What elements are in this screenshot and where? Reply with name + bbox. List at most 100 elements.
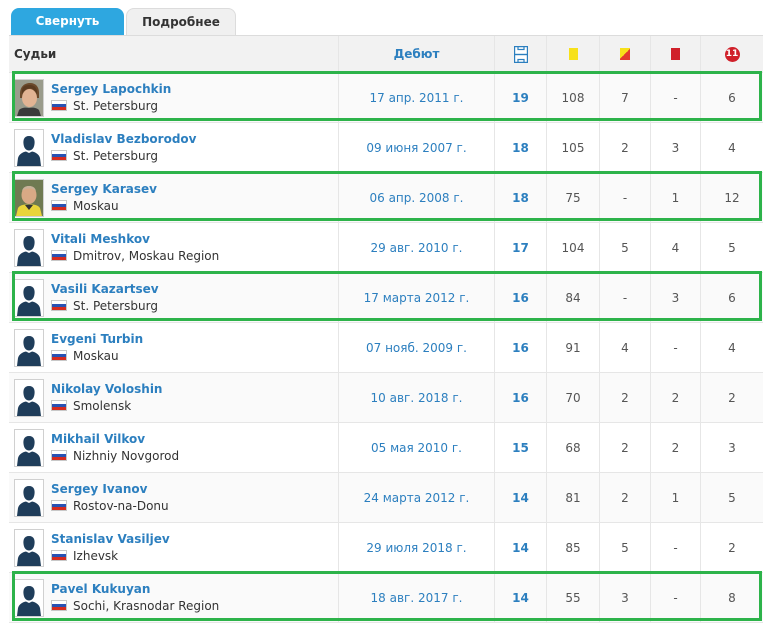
referee-name-link[interactable]: Vladislav Bezborodov [51,131,197,146]
table-row[interactable]: Nikolay Voloshin Smolensk 10 авг. 2018 г. 1… [9,373,763,423]
red-cell: 2 [651,373,701,422]
table-row[interactable]: Sergey Ivanov Rostov-na-Donu 24 марта 2012… [9,473,763,523]
referee-city: Rostov-na-Donu [51,497,169,515]
games-link[interactable]: 18 [512,190,529,205]
table-row[interactable]: Sergey Karasev Moskau 06 апр. 2008 г. 18 75 -… [9,173,763,223]
games-link[interactable]: 14 [512,540,529,555]
russia-flag-icon [51,600,67,611]
referee-name-link[interactable]: Vitali Meshkov [51,231,150,246]
debut-link[interactable]: 09 июня 2007 г. [366,140,467,155]
games-cell: 15 [495,423,547,472]
referee-name-link[interactable]: Stanislav Vasiljev [51,531,170,546]
debut-link[interactable]: 07 нояб. 2009 г. [366,340,467,355]
red-count: - [673,90,678,105]
table-row[interactable]: Pavel Kukuyan Sochi, Krasnodar Region 18 а… [9,573,763,623]
russia-flag-icon [51,350,67,361]
avatar[interactable] [14,428,44,467]
yellow-cell: 81 [547,473,600,522]
games-link[interactable]: 18 [512,140,529,155]
penalty-cell: 4 [701,123,763,172]
referee-name-link[interactable]: Vasili Kazartsev [51,281,159,296]
referee-city: Moskau [51,197,157,215]
debut-link[interactable]: 29 июля 2018 г. [366,540,467,555]
referee-name-link[interactable]: Sergey Ivanov [51,481,148,496]
penalty-count: 2 [728,390,736,405]
games-link[interactable]: 19 [512,90,529,105]
penalty-cell: 5 [701,473,763,522]
table-row[interactable]: Vladislav Bezborodov St. Petersburg 09 июн… [9,123,763,173]
header-yellow[interactable] [547,36,600,72]
debut-cell: 17 апр. 2011 г. [339,73,495,122]
header-debut[interactable]: Дебют [339,36,495,72]
red-cell: - [651,73,701,122]
table-row[interactable]: Mikhail Vilkov Nizhniy Novgorod 05 мая 201… [9,423,763,473]
referee-name-link[interactable]: Sergey Lapochkin [51,81,172,96]
games-link[interactable]: 16 [512,340,529,355]
debut-cell: 24 марта 2012 г. [339,473,495,522]
yellow-count: 105 [561,140,585,155]
referee-cell: Pavel Kukuyan Sochi, Krasnodar Region [9,573,339,622]
referee-name-link[interactable]: Sergey Karasev [51,181,157,196]
debut-link[interactable]: 24 марта 2012 г. [363,490,470,505]
avatar[interactable] [14,528,44,567]
tab-details[interactable]: Подробнее [126,8,236,35]
second-yellow-count: - [622,190,628,205]
russia-flag-icon [51,250,67,261]
games-link[interactable]: 17 [512,240,529,255]
games-link[interactable]: 16 [512,390,529,405]
games-link[interactable]: 15 [512,440,529,455]
yellow-count: 81 [565,490,581,505]
red-count: 3 [671,290,680,305]
second-yellow-card-icon [620,48,630,60]
header-games[interactable] [495,36,547,72]
second-yellow-count: 2 [621,490,629,505]
yellow-cell: 108 [547,73,600,122]
table-row[interactable]: Evgeni Turbin Moskau 07 нояб. 2009 г. 16 91 4… [9,323,763,373]
red-cell: 4 [651,223,701,272]
header-second-yellow[interactable] [600,36,651,72]
debut-link[interactable]: 18 авг. 2017 г. [370,590,463,605]
red-count: 4 [671,240,680,255]
debut-link[interactable]: 29 авг. 2010 г. [370,240,463,255]
tab-collapse[interactable]: Свернуть [11,8,124,35]
avatar[interactable] [14,78,44,117]
debut-link[interactable]: 17 марта 2012 г. [363,290,470,305]
games-link[interactable]: 14 [512,490,529,505]
games-cell: 17 [495,223,547,272]
referee-name-link[interactable]: Mikhail Vilkov [51,431,146,446]
avatar[interactable] [14,278,44,317]
header-red[interactable] [651,36,701,72]
table-row[interactable]: Stanislav Vasiljev Izhevsk 29 июля 2018 г.… [9,523,763,573]
referee-city: Izhevsk [51,547,170,565]
table-row[interactable]: Vitali Meshkov Dmitrov, Moskau Region 29 а… [9,223,763,273]
referees-table: Судьи Дебют 11 Sergey Lapochkin St. Peter… [9,35,763,623]
referee-city: Dmitrov, Moskau Region [51,247,219,265]
header-penalty[interactable]: 11 [701,36,763,72]
second-yellow-count: 4 [621,340,629,355]
referee-name-link[interactable]: Pavel Kukuyan [51,581,151,596]
debut-link[interactable]: 17 апр. 2011 г. [369,90,464,105]
avatar[interactable] [14,478,44,517]
avatar[interactable] [14,128,44,167]
debut-cell: 17 марта 2012 г. [339,273,495,322]
header-referees[interactable]: Судьи [9,36,339,72]
red-count: - [673,340,678,355]
debut-link[interactable]: 06 апр. 2008 г. [369,190,464,205]
avatar[interactable] [14,578,44,617]
referee-name-link[interactable]: Nikolay Voloshin [51,381,163,396]
games-link[interactable]: 16 [512,290,529,305]
debut-link[interactable]: 10 авг. 2018 г. [370,390,463,405]
avatar[interactable] [14,378,44,417]
debut-link[interactable]: 05 мая 2010 г. [371,440,462,455]
penalty-count: 4 [728,340,736,355]
yellow-cell: 104 [547,223,600,272]
avatar[interactable] [14,328,44,367]
table-row[interactable]: Vasili Kazartsev St. Petersburg 17 марта 2… [9,273,763,323]
referee-city: Moskau [51,347,143,365]
avatar[interactable] [14,228,44,267]
games-link[interactable]: 14 [512,590,529,605]
debut-cell: 07 нояб. 2009 г. [339,323,495,372]
avatar[interactable] [14,178,44,217]
table-row[interactable]: Sergey Lapochkin St. Petersburg 17 апр. 20… [9,73,763,123]
referee-name-link[interactable]: Evgeni Turbin [51,331,144,346]
